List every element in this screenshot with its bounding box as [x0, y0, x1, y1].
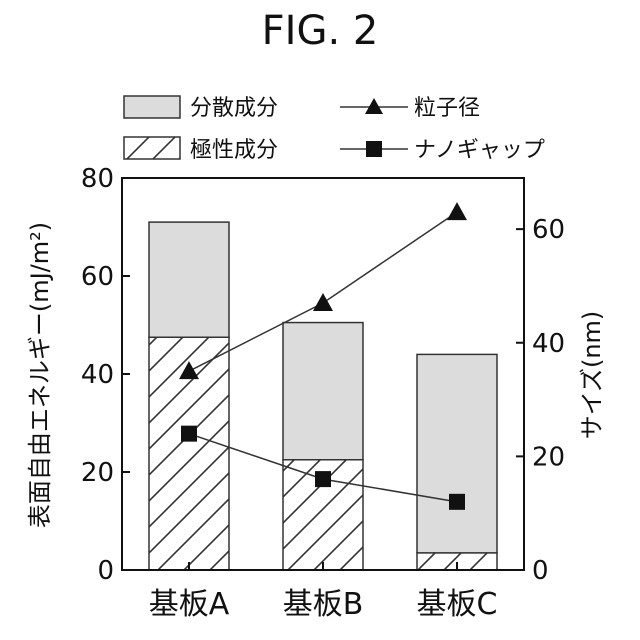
- marker-particle-2: [447, 202, 467, 220]
- bar-dispersion-1: [283, 323, 363, 460]
- y-axis-title: 表面自由エネルギー(mJ/m²): [26, 222, 54, 528]
- y2-tick-label-2: 40: [532, 329, 565, 359]
- legend-marker-particle: [365, 98, 383, 114]
- legend-label-polar: 極性成分: [190, 138, 278, 163]
- bar-dispersion-2: [417, 354, 497, 552]
- legend-swatch-dispersion: [124, 96, 180, 118]
- y-tick-label-4: 80: [81, 164, 114, 194]
- y-tick-label-0: 0: [97, 556, 114, 586]
- bar-dispersion-0: [149, 222, 229, 337]
- marker-nanogap-0: [181, 426, 197, 442]
- marker-nanogap-2: [449, 494, 465, 510]
- y-tick-label-2: 40: [81, 360, 114, 390]
- y2-tick-label-1: 20: [532, 442, 565, 472]
- y2-tick-label-3: 60: [532, 215, 565, 245]
- x-tick-label-2: 基板C: [417, 587, 498, 622]
- legend-label-nanogap: ナノギャップ: [414, 138, 545, 163]
- marker-particle-1: [313, 293, 333, 311]
- x-tick-label-1: 基板B: [283, 587, 364, 622]
- legend-label-dispersion: 分散成分: [190, 96, 278, 121]
- legend: 分散成分 粒子径 極性成分 ナノギャップ: [124, 96, 545, 163]
- y2-tick-label-0: 0: [532, 556, 549, 586]
- x-tick-label-0: 基板A: [149, 587, 230, 622]
- legend-swatch-polar: [124, 137, 180, 159]
- y-tick-label-1: 20: [81, 458, 114, 488]
- plot-area: 0 20 40 60 80 0 20 40 60 基板A 基板B 基板C: [81, 164, 565, 622]
- legend-marker-nanogap: [366, 141, 382, 157]
- y-tick-label-3: 60: [81, 262, 114, 292]
- y2-axis-title: サイズ(nm): [578, 311, 606, 440]
- marker-nanogap-1: [315, 471, 331, 487]
- legend-label-particle: 粒子径: [414, 96, 480, 121]
